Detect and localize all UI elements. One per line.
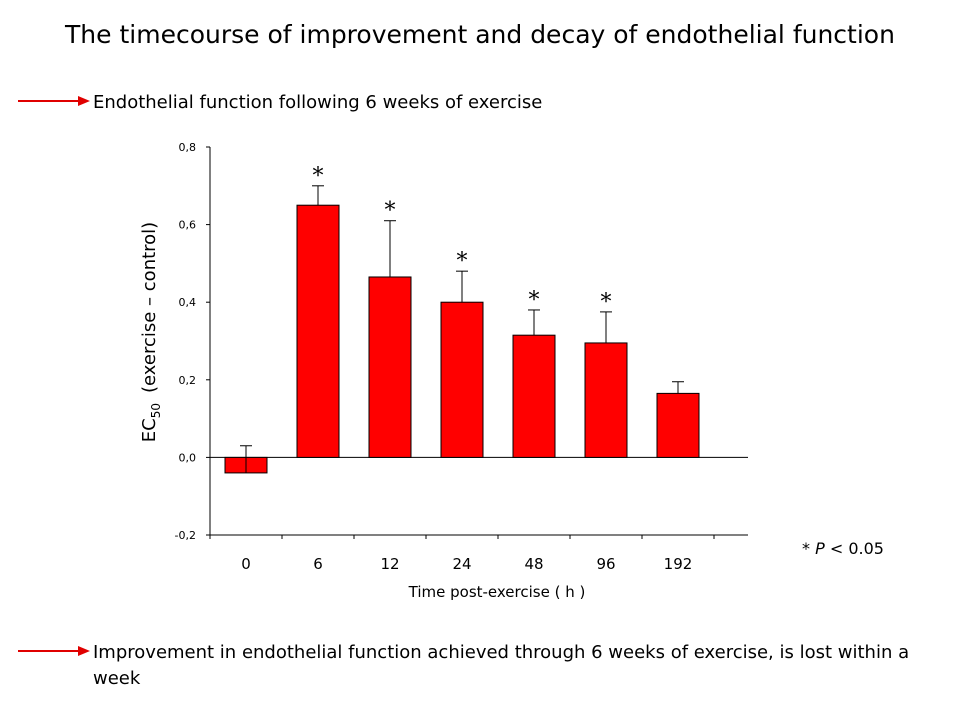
bar-6 [296,204,340,458]
page-title: The timecourse of improvement and decay … [65,20,895,49]
chart-bars [224,204,700,474]
significance-star: * [802,539,810,558]
chart-error-bars [240,185,684,473]
y-tick-label: 0,8 [179,141,197,154]
x-category-label: 24 [452,555,471,573]
x-category-label: 96 [596,555,615,573]
y-tick-label: 0,6 [179,219,197,232]
significance-star-96: * [601,290,612,315]
significance-star-6: * [313,164,324,189]
y-axis-title-subscript: 50 [149,403,163,418]
bar-192 [656,392,700,458]
bar-chart: * * * * * -0,2 0,0 0,2 0,4 0,6 0,8 0 6 12 24 48 96 192 T… [139,141,748,601]
x-category-label: 48 [524,555,543,573]
y-tick-label: 0,2 [179,374,197,387]
bar-96 [584,342,628,458]
y-axis-title-main: EC [139,418,160,442]
bar-48 [512,334,556,458]
significance-star-48: * [529,288,540,313]
y-axis-title-rest: (exercise – control) [139,222,160,393]
bar-24 [440,301,484,458]
red-arrow-icon [18,646,90,656]
red-arrow-icon [18,96,90,106]
x-category-label: 192 [664,555,693,573]
x-category-label: 12 [380,555,399,573]
y-tick-label: 0,0 [179,451,197,464]
callout-bottom-text: Improvement in endothelial function achi… [93,642,910,689]
significance-star-12: * [385,199,396,224]
x-axis-title: Time post-exercise ( h ) [408,583,586,601]
y-axis-title: EC50 (exercise – control) [139,222,163,442]
x-category-label: 0 [241,555,251,573]
bar-12 [368,276,412,458]
significance-threshold: < 0.05 [824,539,884,558]
y-tick-label: -0,2 [175,529,196,542]
x-category-label: 6 [313,555,323,573]
chart-significance-markers: * * * * * [313,164,612,315]
significance-star-24: * [457,249,468,274]
chart-labels: -0,2 0,0 0,2 0,4 0,6 0,8 0 6 12 24 48 96 192 [175,141,693,573]
significance-p: P [815,539,825,558]
callout-top-text: Endothelial function following 6 weeks o… [93,92,543,113]
significance-note: * P < 0.05 [802,539,884,558]
y-tick-label: 0,4 [179,296,197,309]
